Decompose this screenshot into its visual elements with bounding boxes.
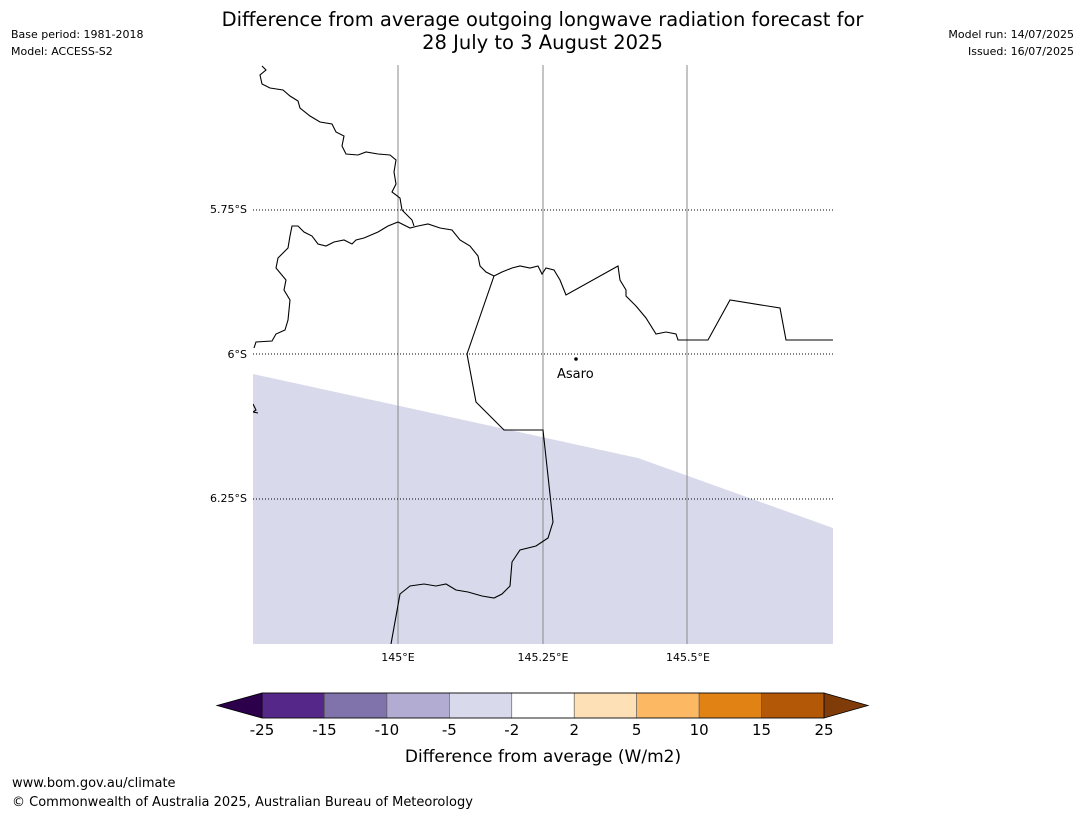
colorbar-tick-label: 15 [752,721,771,739]
colorbar: -25 -15 -10 -5 -2 2 5 10 15 25 [215,692,870,739]
map-title-line2: 28 July to 3 August 2025 [422,31,663,54]
lat-label-6-25: 6.25°S [210,492,247,505]
colorbar-tick-label: 10 [690,721,709,739]
colorbar-over-arrow [823,692,870,719]
model-text: Model: ACCESS-S2 [11,45,113,58]
colorbar-swatch [449,692,513,719]
boundary-north [259,65,415,227]
colorbar-tick-label: 2 [569,721,579,739]
colorbar-swatch [324,692,388,719]
colorbar-tick-label: -2 [504,721,519,739]
colorbar-outline [261,692,825,719]
base-period-text: Base period: 1981-2018 [11,28,144,41]
colorbar-tick-label: -25 [250,721,275,739]
lon-label-145-5: 145.5°E [666,651,710,664]
footer-url: www.bom.gov.au/climate [12,776,176,791]
colorbar-tick-label: -5 [442,721,457,739]
asaro-town-marker [574,357,578,361]
colorbar-tick-label: -10 [375,721,400,739]
asaro-town-label: Asaro [557,367,594,382]
colorbar-swatch [698,692,762,719]
colorbar-swatch [573,692,637,719]
colorbar-swatch [636,692,700,719]
map-title-line1: Difference from average outgoing longwav… [221,8,864,31]
lon-label-145: 145°E [381,651,414,664]
metadata-right: Model run: 14/07/2025 Issued: 16/07/2025 [948,26,1074,60]
colorbar-swatch [261,692,325,719]
lat-label-5-75: 5.75°S [210,203,247,216]
footer-copyright: © Commonwealth of Australia 2025, Austra… [12,795,473,810]
lon-label-145-25: 145.25°E [518,651,569,664]
lat-label-6: 6°S [228,348,247,361]
colorbar-tick-label: 5 [632,721,642,739]
colorbar-under-arrow [215,692,263,719]
colorbar-swatch [511,692,575,719]
boundary-west-fragment [253,403,259,414]
metadata-left: Base period: 1981-2018 Model: ACCESS-S2 [11,26,143,60]
colorbar-tick-label: -15 [312,721,337,739]
boundary-west [253,221,495,349]
issued-text: Issued: 16/07/2025 [967,45,1074,58]
colorbar-label: Difference from average (W/m2) [405,747,681,767]
boundary-central [493,265,833,341]
colorbar-tick-label: 25 [814,721,833,739]
boundary-east-lobe [390,275,554,644]
map-area: Asaro [253,65,833,644]
colorbar-swatch [761,692,825,719]
model-run-text: Model run: 14/07/2025 [948,28,1074,41]
colorbar-swatch [386,692,450,719]
